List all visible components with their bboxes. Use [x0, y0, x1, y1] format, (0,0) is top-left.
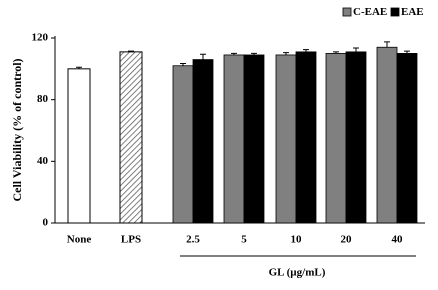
- error-bar: [384, 41, 390, 48]
- x-axis-label: GL (µg/mL): [269, 267, 326, 279]
- error-bar: [251, 52, 257, 55]
- x-tick-label: None: [67, 234, 92, 246]
- error-bar: [303, 49, 309, 52]
- bar: [396, 53, 418, 224]
- y-tick-label: 40: [37, 155, 49, 167]
- x-tick-label: LPS: [121, 234, 141, 246]
- x-tick-label: 10: [291, 234, 303, 246]
- x-tick-label: 40: [392, 234, 404, 246]
- error-bar: [353, 47, 359, 52]
- legend-label: EAE: [401, 6, 424, 18]
- y-tick-label: 0: [43, 217, 49, 229]
- bar: [376, 46, 398, 224]
- error-bar: [404, 50, 410, 54]
- y-tick-label: 120: [32, 32, 49, 44]
- error-bar: [180, 62, 186, 66]
- bar: [192, 59, 214, 224]
- legend-label: C-EAE: [353, 6, 387, 18]
- error-bar: [333, 51, 339, 54]
- bar: [223, 54, 245, 224]
- x-tick-label: 20: [341, 234, 353, 246]
- legend-swatch: [390, 7, 400, 17]
- x-tick-label: 5: [241, 234, 247, 246]
- bar: [243, 54, 265, 224]
- x-tick-label: 2.5: [186, 234, 200, 246]
- control-bar: [119, 51, 143, 224]
- bar: [325, 53, 347, 224]
- error-bar: [231, 52, 237, 55]
- control-bar: [67, 68, 91, 224]
- error-bar: [128, 50, 134, 52]
- error-bar: [200, 53, 206, 60]
- y-axis-label: Cell Viability (% of control): [10, 58, 24, 201]
- legend-swatch: [342, 7, 352, 17]
- y-tick-label: 80: [37, 93, 49, 105]
- error-bar: [76, 66, 82, 69]
- bar: [172, 65, 194, 224]
- bar: [345, 51, 367, 224]
- error-bar: [283, 52, 289, 55]
- bar: [275, 54, 297, 224]
- bar: [295, 51, 317, 224]
